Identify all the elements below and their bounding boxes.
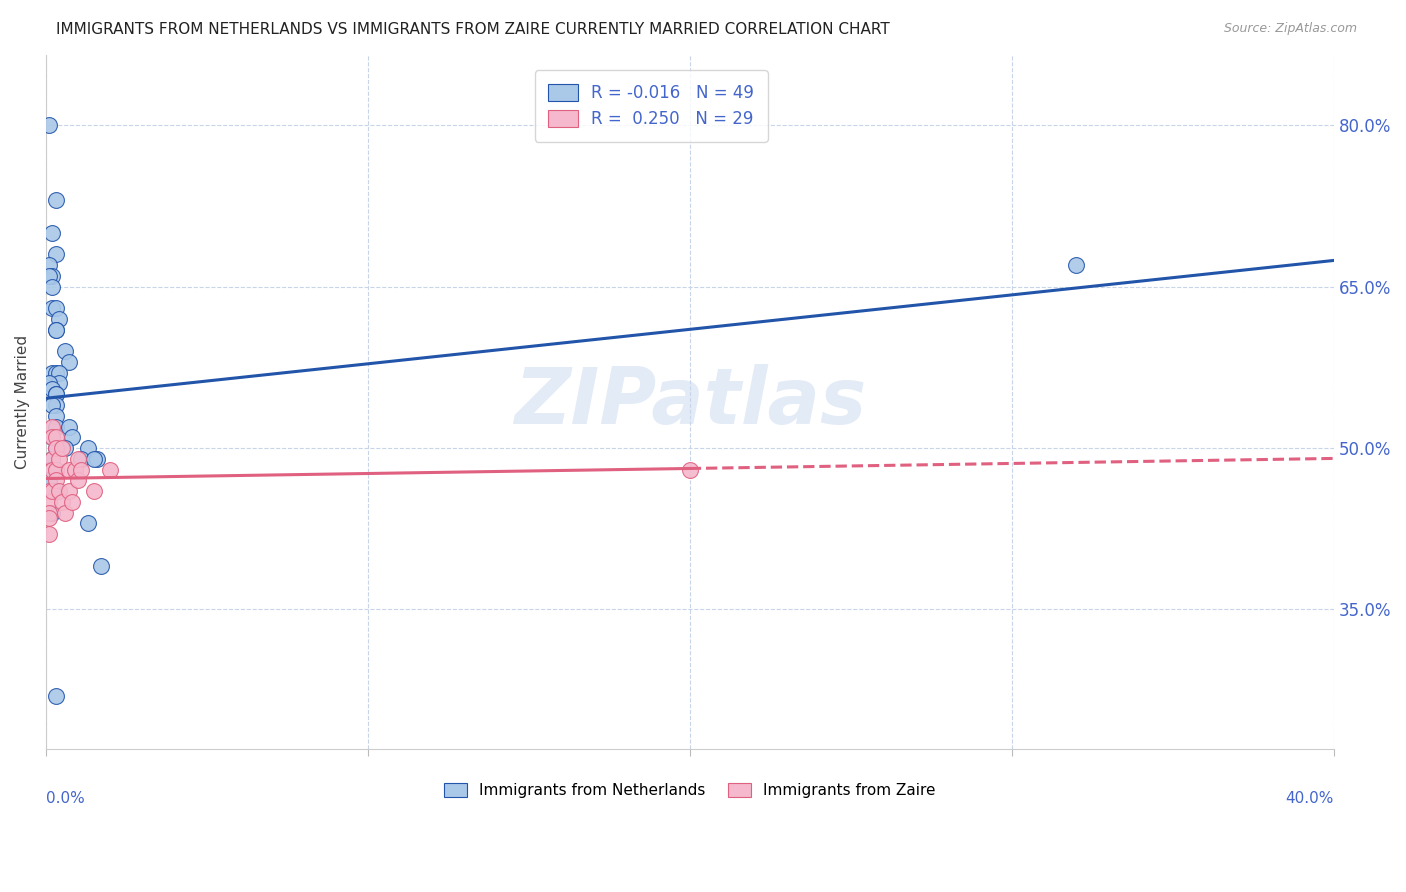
Point [45,441,67,455]
Point [41,366,63,380]
Point [38,376,60,391]
Point [45,419,67,434]
Point [41,419,63,434]
Legend: R = -0.016   N = 49, R =  0.250   N = 29: R = -0.016 N = 49, R = 0.250 N = 29 [534,70,768,142]
Point [41,451,63,466]
Text: IMMIGRANTS FROM NETHERLANDS VS IMMIGRANTS FROM ZAIRE CURRENTLY MARRIED CORRELATI: IMMIGRANTS FROM NETHERLANDS VS IMMIGRANT… [56,22,890,37]
Point [41,398,63,412]
Point [38,484,60,499]
Point [51,495,73,509]
Point [38,118,60,132]
Text: 40.0%: 40.0% [1285,791,1334,806]
Point [48,311,70,326]
Point [38,473,60,487]
Point [67,473,90,487]
Point [70,451,93,466]
Point [45,366,67,380]
Point [45,301,67,315]
Point [38,506,60,520]
Point [58,419,80,434]
Point [45,462,67,476]
Point [83,451,105,466]
Point [98,462,121,476]
Point [76,516,98,531]
Point [45,247,67,261]
Point [41,279,63,293]
Text: ZIPatlas: ZIPatlas [513,364,866,441]
Point [48,484,70,499]
Point [1064,258,1087,272]
Point [41,462,63,476]
Point [53,506,76,520]
Point [41,506,63,520]
Point [45,194,67,208]
Point [45,473,67,487]
Point [45,323,67,337]
Point [53,344,76,359]
Text: 0.0%: 0.0% [46,791,84,806]
Point [38,495,60,509]
Point [83,484,105,499]
Y-axis label: Currently Married: Currently Married [15,335,30,469]
Point [45,484,67,499]
Point [60,495,83,509]
Point [48,366,70,380]
Point [41,462,63,476]
Text: Source: ZipAtlas.com: Source: ZipAtlas.com [1223,22,1357,36]
Point [38,473,60,487]
Point [38,462,60,476]
Point [41,484,63,499]
Point [45,430,67,444]
Point [48,376,70,391]
Point [45,462,67,476]
Point [38,527,60,541]
Point [38,511,60,525]
Point [70,462,93,476]
Point [60,430,83,444]
Point [45,689,67,703]
Point [41,226,63,240]
Point [48,451,70,466]
Point [58,484,80,499]
Point [41,430,63,444]
Point [41,484,63,499]
Point [45,387,67,401]
Point [90,559,112,574]
Point [41,451,63,466]
Point [45,323,67,337]
Point [38,268,60,283]
Point [45,387,67,401]
Point [45,409,67,423]
Point [58,355,80,369]
Point [41,301,63,315]
Point [45,441,67,455]
Point [679,462,702,476]
Point [45,398,67,412]
Point [41,268,63,283]
Point [86,451,108,466]
Point [38,258,60,272]
Point [63,462,86,476]
Point [41,430,63,444]
Point [67,451,90,466]
Point [41,382,63,396]
Point [51,441,73,455]
Point [53,441,76,455]
Point [76,441,98,455]
Point [58,462,80,476]
